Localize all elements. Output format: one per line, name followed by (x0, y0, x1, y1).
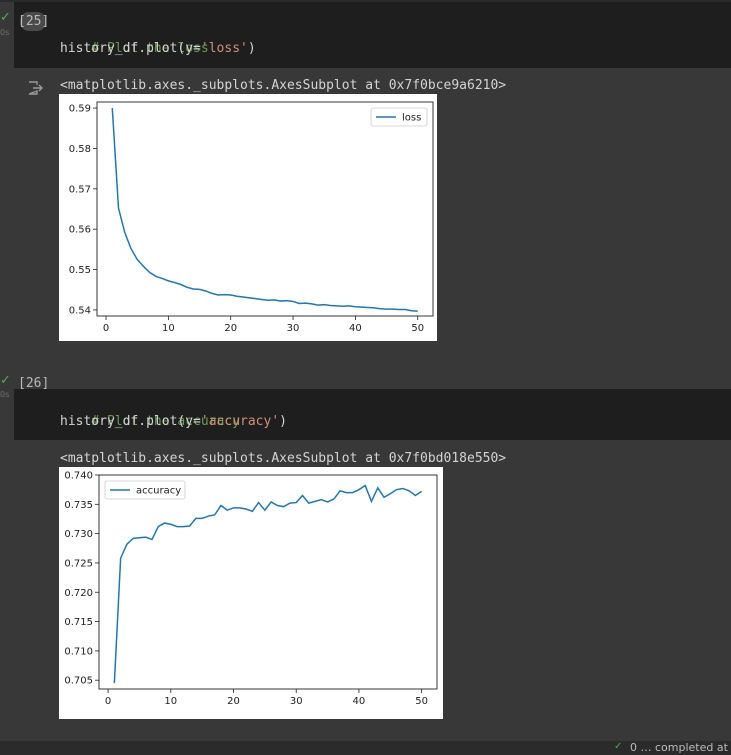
x-tick-label: 30 (290, 696, 303, 707)
series-line-accuracy (113, 484, 423, 684)
cell-25: ✓ 0s [25] # Plot the loss history_df.plo… (0, 2, 731, 70)
series-line-loss (111, 108, 418, 312)
code-string: 'accuracy' (200, 414, 280, 429)
x-tick-label: 0 (105, 696, 111, 707)
y-tick-label: 0.715 (64, 617, 93, 628)
legend-label: loss (402, 113, 421, 124)
output-area-26: <matplotlib.axes._subplots.AxesSubplot a… (0, 442, 731, 732)
code-line-1: # Plot the accuracy (60, 393, 240, 450)
y-tick-label: 0.54 (69, 305, 91, 316)
x-tick-label: 20 (227, 696, 240, 707)
status-check-icon: ✓ (614, 741, 623, 752)
x-tick-label: 40 (353, 696, 366, 707)
code-line-2: history_df.plot(y='loss') (60, 39, 256, 58)
x-tick-label: 10 (164, 696, 177, 707)
code-call: history_df.plot(y= (60, 414, 201, 429)
y-tick-label: 0.730 (64, 529, 93, 540)
loss-plot: 0 10 20 30 40 50 0.54 0.55 0.56 0.57 0.58 0.59 loss (59, 94, 437, 341)
y-tick-label: 0.58 (69, 144, 91, 155)
x-tick-label: 10 (162, 323, 175, 334)
x-tick-label: 50 (415, 696, 428, 707)
code-close: ) (247, 41, 256, 56)
top-border (0, 0, 731, 2)
legend-box (370, 107, 428, 127)
plot-frame (96, 101, 434, 317)
x-tick-label: 0 (103, 323, 109, 334)
y-tick-label: 0.705 (64, 676, 93, 687)
y-tick-label: 0.55 (69, 265, 91, 276)
code-line-2: history_df.plot(y='accuracy') (60, 412, 287, 431)
y-tick-label: 0.725 (64, 558, 93, 569)
y-tick-label: 0.735 (64, 500, 93, 511)
x-tick-label: 50 (411, 323, 424, 334)
output-text: <matplotlib.axes._subplots.AxesSubplot a… (60, 451, 507, 466)
execution-count: [25] (18, 14, 50, 29)
accuracy-plot: 0 10 20 30 40 50 0.705 0.710 0.715 0.720 0.725 0.73… (59, 467, 443, 719)
y-tick-label: 0.710 (64, 646, 93, 657)
run-time: 0s (0, 390, 10, 399)
execution-count[interactable]: [26] (18, 376, 50, 391)
legend: accuracy (104, 480, 186, 500)
run-cell-button[interactable] (20, 12, 46, 31)
run-time: 0s (0, 28, 10, 37)
y-tick-label: 0.740 (64, 471, 93, 482)
legend: loss (370, 107, 428, 127)
code-comment: # Plot the loss (91, 41, 209, 56)
output-area-25: <matplotlib.axes._subplots.AxesSubplot a… (0, 70, 731, 362)
y-tick-label: 0.720 (64, 588, 93, 599)
code-string: 'loss' (200, 41, 248, 56)
output-menu-icon[interactable] (28, 81, 44, 95)
y-tick-label: 0.56 (69, 225, 91, 236)
loss-chart-svg: 0 10 20 30 40 50 0.54 0.55 0.56 0.57 0.58 0.59 loss (69, 101, 434, 334)
x-tick-label: 30 (287, 323, 300, 334)
code-line-1: # Plot the loss (60, 20, 209, 77)
y-tick-label: 0.59 (69, 104, 91, 115)
accuracy-chart-svg: 0 10 20 30 40 50 0.705 0.710 0.715 0.720 0.725 0.73… (64, 471, 438, 707)
plot-frame (98, 474, 438, 690)
y-tick-label: 0.57 (69, 184, 91, 195)
code-call: history_df.plot(y= (60, 41, 201, 56)
code-close: ) (279, 414, 287, 429)
status-text: 0 … completed at (630, 741, 728, 754)
legend-label: accuracy (136, 486, 181, 497)
run-success-check-icon: ✓ (0, 10, 11, 25)
legend-box (104, 480, 186, 500)
status-bar: ✓ 0 … completed at (0, 741, 731, 755)
code-comment: # Plot the accuracy (91, 414, 241, 429)
run-success-check-icon: ✓ (0, 373, 11, 388)
output-text: <matplotlib.axes._subplots.AxesSubplot a… (60, 78, 507, 93)
x-tick-label: 20 (224, 323, 237, 334)
x-tick-label: 40 (349, 323, 362, 334)
cell-26: ✓ 0s [26] # Plot the accuracy history_df… (0, 364, 731, 442)
